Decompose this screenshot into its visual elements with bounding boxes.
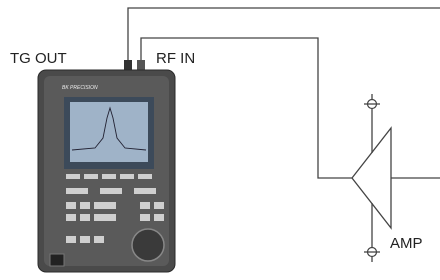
power-button (50, 254, 64, 266)
page: BK PRECISION TG OUT RF IN AMP (() => { c… (0, 0, 440, 280)
amp-label: AMP (390, 235, 423, 252)
diagram: BK PRECISION TG OUT RF IN AMP (0, 0, 440, 280)
brand: BK PRECISION (62, 85, 98, 91)
connector (124, 60, 132, 70)
tg-out-label: TG OUT (10, 50, 67, 67)
rf-in-label: RF IN (156, 50, 195, 67)
knob (132, 229, 164, 261)
connector (137, 60, 145, 70)
